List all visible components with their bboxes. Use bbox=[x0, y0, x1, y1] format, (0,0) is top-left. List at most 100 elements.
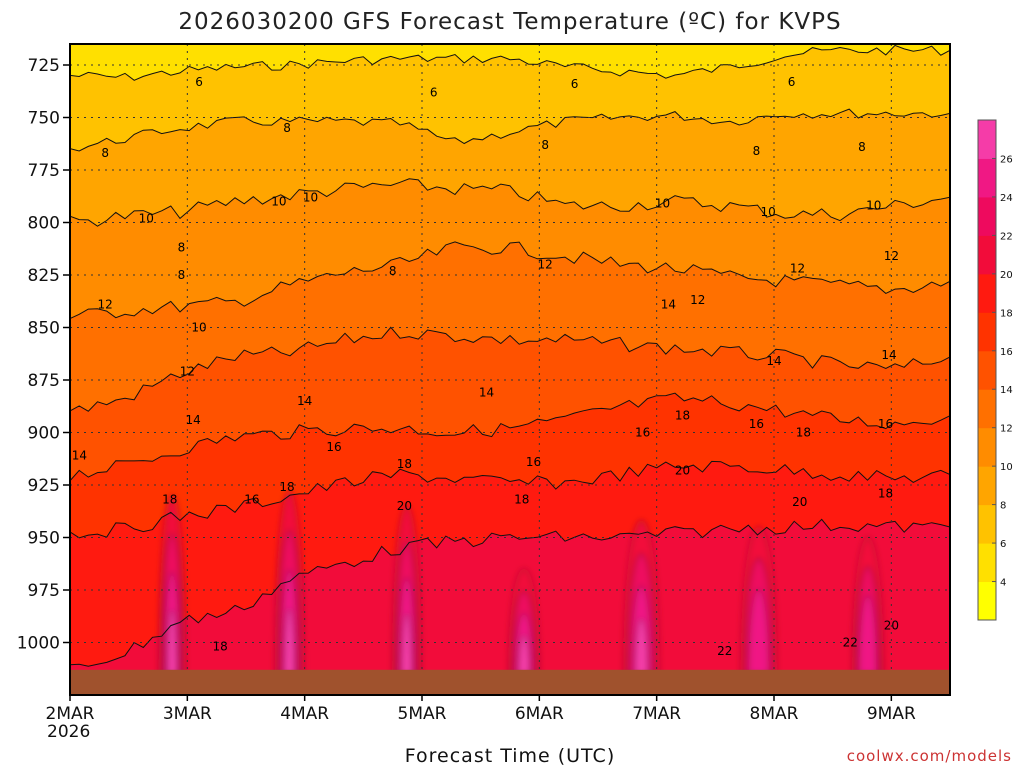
colorbar-tick-label: 4 bbox=[1000, 578, 1006, 589]
x-tick-label: 2MAR bbox=[46, 704, 95, 724]
x-tick-label: 9MAR bbox=[867, 704, 916, 724]
x-tick-label: 6MAR bbox=[515, 704, 564, 724]
y-tick-label: 875 bbox=[28, 371, 60, 391]
colorbar-swatch bbox=[978, 120, 996, 159]
contour-label: 16 bbox=[878, 417, 893, 431]
colorbar-tick-label: 6 bbox=[1000, 539, 1006, 550]
colorbar-tick-label: 8 bbox=[1000, 501, 1006, 512]
y-tick-label: 950 bbox=[28, 529, 60, 549]
plume-26 bbox=[401, 613, 412, 675]
y-tick-label: 725 bbox=[28, 56, 60, 76]
contour-label: 18 bbox=[675, 409, 690, 423]
contour-label: 10 bbox=[303, 190, 318, 204]
contour-label: 8 bbox=[753, 144, 761, 158]
colorbar-swatch bbox=[978, 389, 996, 429]
warm-plume bbox=[740, 526, 777, 675]
contour-label: 18 bbox=[796, 426, 811, 440]
isotherm-12 bbox=[70, 241, 950, 319]
contour-label: 10 bbox=[655, 197, 670, 211]
contour-label: 8 bbox=[283, 121, 291, 135]
colorbar-swatch bbox=[978, 312, 996, 352]
contour-label: 8 bbox=[858, 140, 866, 154]
y-tick-label: 825 bbox=[28, 266, 60, 286]
contour-label: 14 bbox=[766, 354, 781, 368]
colorbar-tick-label: 26 bbox=[1000, 154, 1013, 165]
warm-plume bbox=[158, 495, 186, 675]
x-axis-label: Forecast Time (UTC) bbox=[405, 745, 615, 767]
y-tick-label: 750 bbox=[28, 109, 60, 129]
contour-label: 20 bbox=[884, 619, 899, 633]
contour-label: 10 bbox=[191, 321, 206, 335]
isotherm-18 bbox=[70, 460, 950, 539]
y-tick-label: 850 bbox=[28, 319, 60, 339]
contour-label: 14 bbox=[479, 386, 494, 400]
colorbar-tick-label: 24 bbox=[1000, 193, 1013, 204]
contour-label: 8 bbox=[101, 146, 109, 160]
isotherm-10 bbox=[70, 178, 950, 227]
contour-label: 18 bbox=[878, 486, 893, 500]
x-tick-label: 4MAR bbox=[280, 704, 329, 724]
contour-label: 8 bbox=[541, 138, 549, 152]
surface-terrain bbox=[70, 669, 950, 695]
contour-label: 16 bbox=[326, 440, 341, 454]
contour-label: 8 bbox=[178, 268, 186, 282]
contour-label: 22 bbox=[843, 636, 858, 650]
contour-label: 10 bbox=[139, 211, 154, 225]
y-tick-label: 975 bbox=[28, 581, 60, 601]
plot-frame bbox=[69, 43, 951, 696]
contour-label: 18 bbox=[279, 480, 294, 494]
contour-label: 14 bbox=[661, 297, 676, 311]
contour-label: 18 bbox=[514, 493, 529, 507]
contour-lines bbox=[70, 44, 950, 667]
plume-26 bbox=[518, 635, 530, 675]
colorbar-swatch bbox=[978, 158, 996, 198]
contour-label: 16 bbox=[749, 417, 764, 431]
y-tick-label: 800 bbox=[28, 214, 60, 234]
colorbar-tick-label: 20 bbox=[1000, 270, 1013, 281]
contour-label: 6 bbox=[788, 75, 796, 89]
colorbar-swatch bbox=[978, 235, 996, 275]
contour-label: 12 bbox=[884, 249, 899, 263]
contour-label: 12 bbox=[790, 262, 805, 276]
colorbar-swatch bbox=[978, 273, 996, 313]
x-tick-label: 7MAR bbox=[632, 704, 681, 724]
isotherm-8 bbox=[70, 108, 950, 152]
warm-plume bbox=[274, 490, 304, 675]
colorbar-swatch bbox=[978, 466, 996, 506]
contour-label: 10 bbox=[760, 205, 775, 219]
contour-label: 8 bbox=[178, 241, 186, 255]
contour-label: 12 bbox=[98, 297, 113, 311]
band-below-6 bbox=[70, 44, 950, 81]
contour-label: 8 bbox=[389, 264, 397, 278]
y-tick-label: 1000 bbox=[17, 634, 60, 654]
contour-label: 14 bbox=[297, 394, 312, 408]
colorbar-swatch bbox=[978, 350, 996, 390]
colorbar-swatch bbox=[978, 427, 996, 467]
x-tick-label: 8MAR bbox=[750, 704, 799, 724]
colorbar-swatch bbox=[978, 581, 996, 621]
warm-plumes bbox=[158, 490, 884, 675]
colorbar-tick-label: 14 bbox=[1000, 385, 1013, 396]
colorbar-tick-label: 10 bbox=[1000, 462, 1013, 473]
credit-text[interactable]: coolwx.com/models bbox=[847, 747, 1012, 765]
contour-label: 14 bbox=[186, 413, 201, 427]
contour-label: 20 bbox=[792, 495, 807, 509]
contour-label: 18 bbox=[397, 457, 412, 471]
plume-26 bbox=[635, 618, 648, 675]
isotherm-14 bbox=[70, 326, 950, 412]
contour-label: 18 bbox=[162, 493, 177, 507]
plot-area: 6 6 6 6 8 8 8 8 8 8 8 8 10 10 10 10 10 10 10 12 12 12 12 12 12 14… bbox=[70, 44, 950, 695]
warm-plume bbox=[508, 568, 540, 675]
contour-label: 12 bbox=[690, 293, 705, 307]
contour-label: 6 bbox=[195, 75, 203, 89]
colorbar-tick-label: 18 bbox=[1000, 308, 1013, 319]
contour-label: 16 bbox=[635, 426, 650, 440]
x-tick-sublabel: 2026 bbox=[47, 722, 90, 742]
y-tick-label: 925 bbox=[28, 476, 60, 496]
contour-label: 14 bbox=[881, 348, 896, 362]
plume-26 bbox=[284, 608, 295, 675]
warm-plume bbox=[623, 520, 660, 675]
contour-label: 14 bbox=[72, 449, 87, 463]
contour-labels: 6 6 6 6 8 8 8 8 8 8 8 8 10 10 10 10 10 10 10 12 12 12 12 12 12 14… bbox=[72, 75, 899, 658]
